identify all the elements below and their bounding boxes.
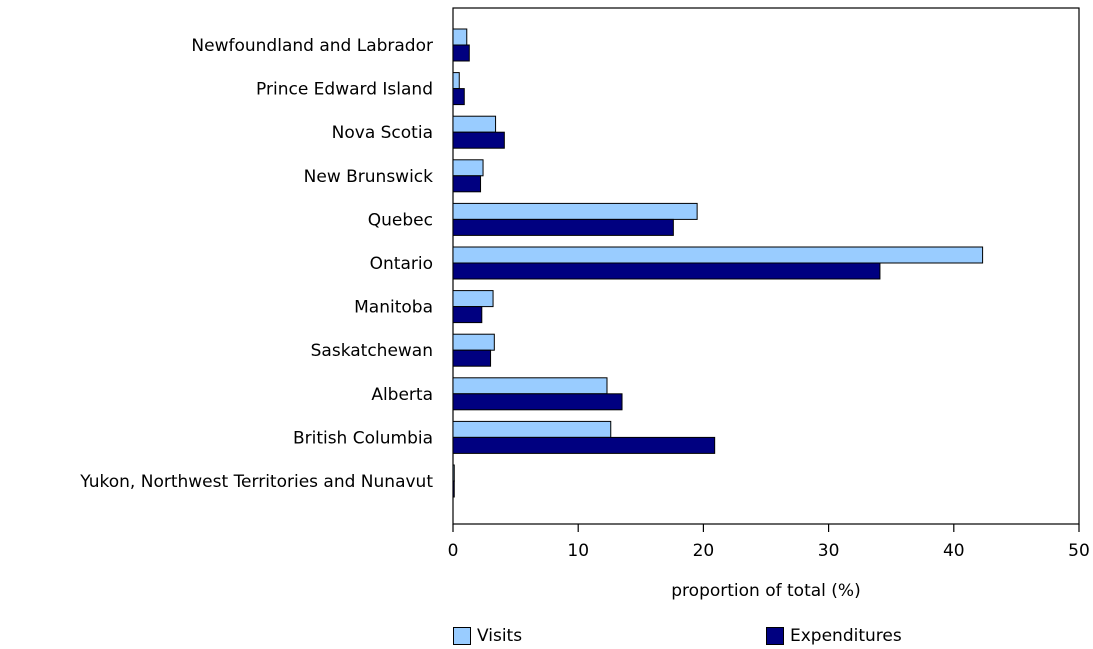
- category-label-2: Nova Scotia: [332, 123, 433, 143]
- category-label-9: British Columbia: [293, 428, 433, 448]
- legend-item-expenditures: Expenditures: [766, 626, 902, 646]
- bar-expenditures-3: [452, 175, 482, 193]
- x-tick-label-0: 0: [448, 541, 459, 561]
- category-label-3: New Brunswick: [304, 167, 434, 187]
- bar-expenditures-9: [452, 436, 716, 454]
- bar-expenditures-1: [452, 88, 465, 106]
- bar-visits-3: [452, 159, 484, 177]
- legend-swatch-visits: [453, 627, 471, 645]
- bar-chart: Newfoundland and Labrador Prince Edward I…: [79, 7, 1090, 601]
- bar-visits-4: [452, 202, 698, 220]
- category-label-6: Manitoba: [354, 298, 433, 318]
- x-tick-label-3: 30: [818, 541, 840, 561]
- legend-item-visits: Visits: [453, 626, 522, 646]
- x-tick-label-4: 40: [943, 541, 965, 561]
- bar-visits-1: [452, 72, 460, 90]
- legend-label-visits: Visits: [477, 626, 523, 646]
- category-label-0: Newfoundland and Labrador: [191, 36, 433, 56]
- category-label-7: Saskatchewan: [311, 341, 433, 361]
- bar-visits-9: [452, 420, 612, 438]
- bar-visits-8: [452, 377, 608, 395]
- category-label-8: Alberta: [371, 385, 433, 405]
- category-label-10: Yukon, Northwest Territories and Nunavut: [79, 472, 433, 492]
- bar-expenditures-10: [452, 480, 455, 498]
- bar-visits-7: [452, 333, 495, 351]
- bar-visits-5: [452, 246, 984, 264]
- bar-expenditures-5: [452, 262, 881, 280]
- category-label-1: Prince Edward Island: [256, 80, 433, 100]
- x-tick-label-2: 20: [693, 541, 715, 561]
- bar-visits-10: [452, 464, 455, 482]
- category-label-4: Quebec: [368, 210, 433, 230]
- legend-label-expenditures: Expenditures: [790, 626, 902, 646]
- bar-expenditures-4: [452, 218, 674, 236]
- bar-expenditures-0: [452, 44, 470, 62]
- bar-visits-6: [452, 290, 494, 308]
- bar-visits-0: [452, 28, 468, 46]
- bar-expenditures-8: [452, 393, 623, 411]
- x-tick-label-1: 10: [567, 541, 589, 561]
- x-tick-label-5: 50: [1068, 541, 1090, 561]
- bar-expenditures-6: [452, 306, 483, 324]
- category-label-5: Ontario: [370, 254, 433, 274]
- bar-expenditures-7: [452, 349, 492, 367]
- bar-expenditures-2: [452, 131, 505, 149]
- x-axis-title: proportion of total (%): [671, 581, 860, 601]
- legend-swatch-expenditures: [766, 627, 784, 645]
- bar-visits-2: [452, 115, 497, 133]
